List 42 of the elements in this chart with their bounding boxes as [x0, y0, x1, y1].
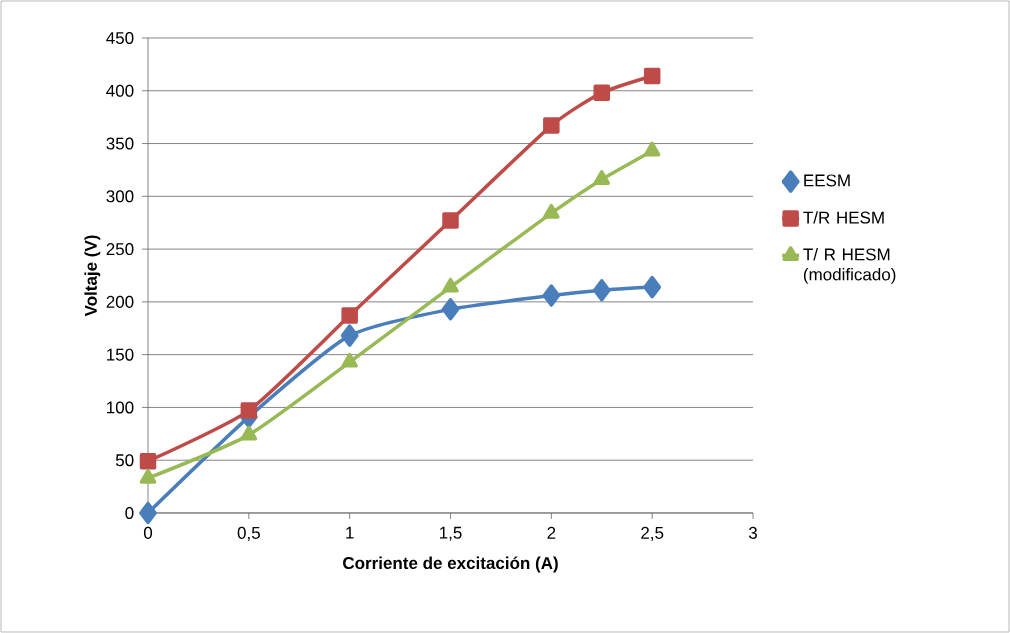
- point: [643, 275, 662, 299]
- x-tick-label: 2,5: [641, 526, 664, 541]
- point: [592, 279, 611, 302]
- point: [341, 352, 358, 368]
- point: [139, 468, 157, 484]
- x-axis-title: Corriente de excitación (A): [343, 556, 558, 573]
- point: [543, 117, 560, 134]
- point: [643, 67, 661, 85]
- y-tick-label: 250: [106, 243, 134, 256]
- point: [543, 203, 560, 219]
- point: [240, 402, 258, 419]
- point: [442, 277, 459, 293]
- x-tick-label: 1: [346, 526, 354, 539]
- point: [442, 212, 459, 229]
- legend-label: EESM: [804, 174, 850, 187]
- legend-label: T/ R HESM (modificado): [803, 247, 896, 284]
- point: [341, 307, 358, 324]
- y-tick-label: 150: [107, 348, 134, 361]
- y-tick-label: 300: [106, 190, 134, 203]
- y-tick-label: 200: [106, 295, 134, 308]
- point: [441, 298, 460, 321]
- y-tick-label: 350: [106, 137, 134, 150]
- x-tick-label: 2: [547, 526, 556, 539]
- y-tick-label: 450: [106, 31, 134, 45]
- x-tick-label: 1,5: [439, 526, 462, 541]
- y-tick-label: 400: [106, 84, 134, 97]
- point: [340, 324, 359, 347]
- point: [593, 170, 610, 185]
- x-tick-label: 3: [748, 526, 757, 539]
- legend-label: T/R HESM: [803, 211, 884, 224]
- point: [542, 284, 561, 307]
- x-tick-label: 0,5: [237, 526, 260, 541]
- point: [643, 141, 661, 157]
- point: [240, 425, 258, 441]
- y-tick-label: 100: [107, 401, 134, 414]
- y-tick-label: 50: [115, 454, 134, 467]
- y-tick-label: 0: [125, 506, 134, 520]
- y-axis-title: Voltaje (V): [84, 235, 101, 317]
- point: [593, 84, 611, 102]
- point: [139, 453, 157, 470]
- point: [139, 501, 157, 525]
- x-tick-label: 0: [143, 526, 153, 539]
